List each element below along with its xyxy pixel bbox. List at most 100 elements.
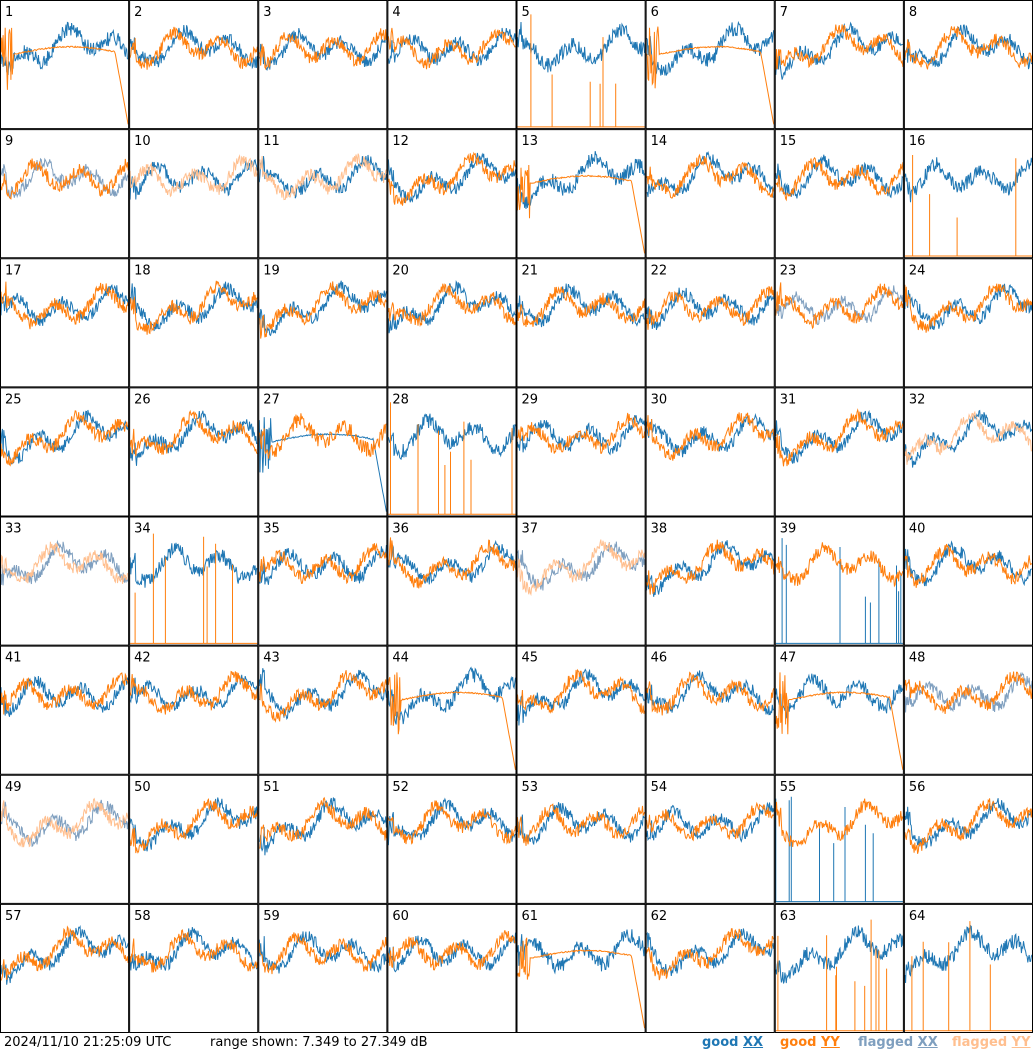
panel-label-61: 61 — [522, 909, 539, 924]
panel-55: 55 — [774, 774, 904, 904]
series-xx-panel-5 — [517, 21, 646, 73]
series-xx-panel-43 — [258, 668, 387, 721]
panel-22: 22 — [645, 258, 775, 388]
panel-label-25: 25 — [5, 392, 22, 407]
series-xx-panel-4 — [387, 27, 516, 67]
series-xx-panel-34 — [129, 542, 258, 588]
series-yy-panel-54 — [646, 801, 775, 842]
panel-48: 48 — [903, 645, 1033, 775]
series-yy-panel-16 — [904, 155, 1032, 257]
timestamp: 2024/11/10 21:25:09 UTC — [4, 1035, 172, 1050]
series-yy-panel-13 — [517, 164, 646, 254]
legend-flagged-xx-pol: XX — [917, 1035, 938, 1050]
series-yy-panel-61 — [517, 937, 646, 1029]
panel-label-54: 54 — [651, 780, 668, 795]
panel-label-42: 42 — [134, 651, 151, 666]
panel-label-33: 33 — [5, 522, 22, 537]
series-yy-panel-48 — [904, 671, 1033, 715]
panel-border-13 — [516, 129, 646, 259]
panel-33: 33 — [0, 516, 130, 646]
series-yy-panel-15 — [775, 156, 904, 202]
series-yy-panel-2 — [129, 26, 258, 70]
panel-label-27: 27 — [263, 392, 280, 407]
series-yy-panel-18 — [129, 280, 258, 335]
panel-label-44: 44 — [392, 651, 409, 666]
panel-border-37 — [516, 516, 646, 646]
panel-border-59 — [258, 903, 388, 1033]
series-yy-panel-31 — [775, 408, 904, 467]
panel-label-46: 46 — [651, 651, 668, 666]
panel-label-22: 22 — [651, 263, 668, 278]
panel-border-9 — [0, 129, 130, 259]
panel-border-39 — [774, 516, 904, 646]
panel-38: 38 — [645, 516, 775, 646]
panel-label-4: 4 — [392, 5, 400, 20]
series-xx-panel-21 — [517, 283, 645, 328]
panel-border-12 — [387, 129, 517, 259]
series-yy-panel-49 — [0, 797, 129, 848]
series-yy-panel-35 — [258, 542, 387, 585]
panel-border-47 — [774, 645, 904, 775]
panel-31: 31 — [774, 387, 904, 517]
panel-border-4 — [387, 0, 517, 130]
panel-label-1: 1 — [5, 5, 13, 20]
panel-label-51: 51 — [263, 780, 280, 795]
series-yy-panel-7 — [775, 24, 904, 70]
series-xx-panel-28 — [387, 413, 516, 461]
panel-border-41 — [0, 645, 130, 775]
panel-10: 10 — [129, 129, 259, 259]
series-yy-panel-1 — [0, 27, 129, 125]
panel-border-55 — [774, 774, 904, 904]
series-yy-panel-42 — [129, 670, 258, 715]
series-xx-panel-11 — [258, 154, 387, 199]
panel-12: 12 — [387, 129, 517, 259]
panel-border-25 — [0, 387, 130, 517]
series-yy-panel-22 — [646, 285, 775, 330]
panel-59: 59 — [258, 903, 388, 1033]
series-yy-panel-59 — [258, 932, 387, 975]
panel-label-35: 35 — [263, 522, 280, 537]
panel-58: 58 — [129, 903, 259, 1033]
series-xx-panel-49 — [0, 799, 129, 848]
panel-46: 46 — [645, 645, 775, 775]
panel-border-63 — [774, 903, 904, 1033]
panel-label-2: 2 — [134, 5, 142, 20]
panel-64: 64 — [903, 903, 1033, 1033]
series-yy-panel-32 — [904, 410, 1033, 465]
panel-47: 47 — [774, 645, 904, 775]
panel-54: 54 — [645, 774, 775, 904]
footer-bar: 2024/11/10 21:25:09 UTC range shown: 7.3… — [0, 1033, 1033, 1053]
panel-border-60 — [387, 903, 517, 1033]
panel-7: 7 — [774, 0, 904, 130]
panel-label-39: 39 — [780, 522, 797, 537]
legend-flagged-xx-prefix: flagged — [858, 1035, 918, 1050]
panel-border-7 — [774, 0, 904, 130]
series-xx-panel-8 — [904, 24, 1033, 70]
panel-3: 3 — [258, 0, 388, 130]
series-yy-panel-17 — [0, 281, 129, 330]
series-yy-panel-12 — [387, 151, 516, 206]
panel-13: 13 — [516, 129, 646, 259]
panel-label-6: 6 — [651, 5, 659, 20]
series-xx-panel-19 — [258, 280, 387, 337]
series-yy-panel-38 — [646, 539, 775, 595]
panel-label-32: 32 — [909, 392, 926, 407]
series-xx-panel-2 — [129, 24, 258, 70]
panel-label-43: 43 — [263, 651, 280, 666]
panel-border-42 — [129, 645, 259, 775]
series-xx-panel-10 — [129, 159, 258, 200]
panel-41: 41 — [0, 645, 130, 775]
panel-label-41: 41 — [5, 651, 22, 666]
panel-20: 20 — [387, 258, 517, 388]
legend-flagged-yy: flagged YY — [952, 1035, 1031, 1050]
panel-51: 51 — [258, 774, 388, 904]
legend-good-xx: good XX — [702, 1035, 763, 1050]
panel-border-45 — [516, 645, 646, 775]
series-xx-panel-26 — [129, 410, 258, 466]
panel-border-10 — [129, 129, 259, 259]
panel-label-10: 10 — [134, 134, 151, 149]
panel-border-53 — [516, 774, 646, 904]
panel-label-14: 14 — [651, 134, 668, 149]
panel-21: 21 — [516, 258, 646, 388]
panel-25: 25 — [0, 387, 130, 517]
